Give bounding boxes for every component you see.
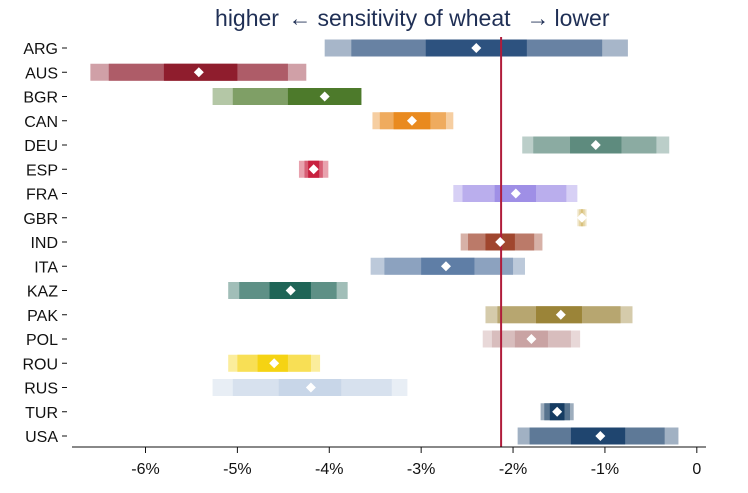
point-esp: [308, 164, 319, 175]
x-axis-ticks: -6% -5% -4% -3% -2% -1% 0: [131, 447, 701, 478]
y-label-aus: AUS: [25, 65, 58, 82]
title-right: lower: [555, 5, 610, 31]
y-label-rou: ROU: [22, 356, 58, 373]
y-label-deu: DEU: [24, 138, 58, 155]
point-pak: [555, 309, 566, 320]
y-label-esp: ESP: [26, 162, 58, 179]
x-tick-label-3: -3%: [407, 461, 435, 478]
point-can: [406, 115, 417, 126]
band-layer: [90, 39, 679, 445]
y-label-usa: USA: [25, 429, 58, 446]
x-tick-label-4: -2%: [499, 461, 527, 478]
point-gbr: [576, 212, 587, 223]
point-bgr: [319, 91, 330, 102]
title-arrow-left: ←: [289, 5, 312, 31]
x-tick-label-1: -5%: [223, 461, 251, 478]
title-left: higher: [215, 5, 279, 31]
row-bgr: [212, 88, 362, 105]
point-aus: [193, 67, 204, 78]
x-tick-label-6: 0: [692, 461, 701, 478]
y-label-pak: PAK: [27, 308, 58, 325]
point-ita: [440, 261, 451, 272]
point-tur: [552, 406, 563, 417]
y-label-bgr: BGR: [23, 90, 58, 107]
x-tick-label-0: -6%: [131, 461, 159, 478]
y-label-arg: ARG: [23, 41, 58, 58]
point-rus: [305, 382, 316, 393]
title-middle: sensitivity of wheat: [317, 5, 511, 31]
title-arrow-right: →: [527, 5, 550, 31]
y-axis-labels: ARG AUS BGR CAN DEU ESP FRA GBR IND ITA KAZ PAK POL R…: [22, 41, 67, 446]
point-pol: [526, 334, 537, 344]
point-usa: [595, 431, 606, 441]
y-label-gbr: GBR: [23, 211, 58, 228]
point-rou: [269, 358, 280, 369]
point-ind: [495, 237, 506, 247]
point-arg: [471, 43, 482, 53]
y-label-kaz: KAZ: [27, 284, 58, 301]
y-label-tur: TUR: [25, 405, 58, 422]
y-label-rus: RUS: [24, 381, 58, 398]
chart-title: higher ← sensitivity of wheat → lower: [215, 5, 610, 31]
point-fra: [510, 188, 521, 199]
y-label-fra: FRA: [26, 187, 58, 204]
y-label-can: CAN: [24, 114, 58, 131]
point-layer: [193, 43, 606, 441]
point-deu: [590, 140, 601, 150]
x-tick-label-2: -4%: [315, 461, 343, 478]
x-tick-label-5: -1%: [591, 461, 619, 478]
y-label-ita: ITA: [34, 259, 58, 276]
y-label-pol: POL: [26, 332, 58, 349]
y-label-ind: IND: [30, 235, 58, 252]
point-kaz: [285, 285, 296, 296]
